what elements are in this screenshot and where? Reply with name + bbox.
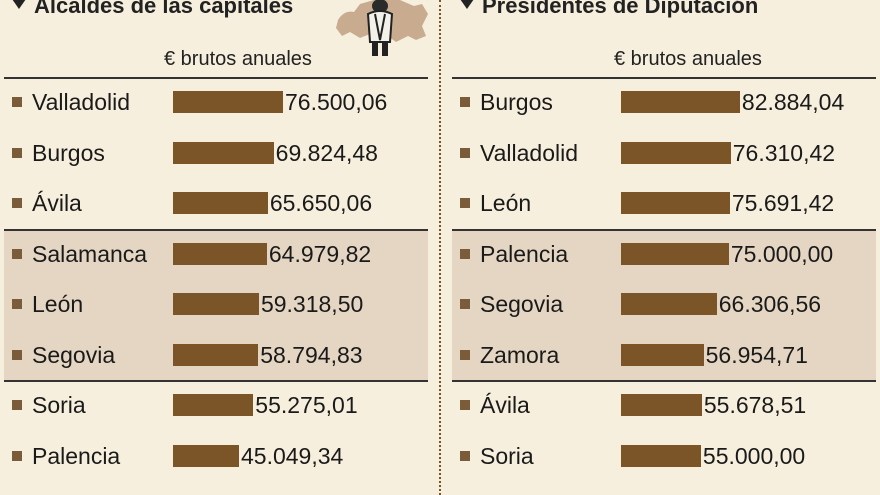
- bar-row: Palencia 75.000,00: [452, 229, 876, 279]
- group-rule: [4, 380, 428, 382]
- category-label: Ávila: [480, 392, 530, 418]
- bar-row: Zamora 56.954,71: [452, 330, 876, 380]
- bar-row: León 75.691,42: [452, 178, 876, 228]
- bar-row: Soria 55.275,01: [4, 380, 428, 430]
- bar-row: Burgos 69.824,48: [4, 128, 428, 178]
- square-bullet-icon: [12, 198, 22, 208]
- bar: [621, 91, 740, 113]
- value-label: 76.310,42: [732, 139, 836, 166]
- triangle-icon: [12, 0, 26, 9]
- category-label: Palencia: [32, 442, 121, 469]
- bar: [621, 343, 704, 366]
- chart-title: Alcaldes de las capitales: [12, 0, 293, 21]
- group-rule: [452, 380, 876, 382]
- square-bullet-icon: [460, 147, 470, 158]
- category-label: Zamora: [480, 341, 560, 368]
- square-bullet-icon: [12, 147, 22, 158]
- units-label: € brutos anuales: [614, 48, 762, 70]
- value-label: 45.049,34: [241, 442, 344, 469]
- units-label: € brutos anuales: [164, 48, 312, 70]
- value-label: 58.794,83: [260, 341, 363, 368]
- bar: [621, 141, 731, 164]
- square-bullet-icon: [12, 349, 22, 360]
- square-bullet-icon: [460, 248, 470, 259]
- value-label: 55.000,00: [702, 442, 806, 469]
- category-label: Burgos: [32, 139, 105, 166]
- category-label: Valladolid: [32, 89, 131, 115]
- bar-row: Burgos 82.884,04: [452, 77, 876, 127]
- value-label: 59.318,50: [260, 291, 364, 317]
- bar: [621, 293, 717, 315]
- square-bullet-icon: [12, 400, 22, 410]
- category-label: Ávila: [32, 190, 82, 216]
- category-label: Salamanca: [32, 240, 148, 267]
- bar: [173, 141, 274, 164]
- value-label: 55.678,51: [703, 392, 807, 418]
- map-figure-illustration: [336, 0, 428, 56]
- bar: [621, 444, 701, 467]
- square-bullet-icon: [12, 299, 22, 309]
- value-label: 75.000,00: [730, 240, 834, 267]
- group-rule: [4, 228, 428, 231]
- bar: [173, 394, 254, 416]
- group-rule: [452, 228, 876, 231]
- bar-row: Ávila 65.650,06: [4, 178, 428, 228]
- value-label: 65.650,06: [269, 190, 373, 216]
- square-bullet-icon: [460, 97, 470, 107]
- square-bullet-icon: [460, 299, 470, 309]
- value-label: 64.979,82: [268, 240, 372, 267]
- square-bullet-icon: [12, 97, 22, 107]
- category-label: Soria: [480, 442, 534, 469]
- category-label: Palencia: [480, 240, 569, 267]
- bar-row: Soria 55.000,00: [452, 431, 876, 481]
- bar-row: Ávila 55.678,51: [452, 380, 876, 430]
- panel-divider: [439, 0, 441, 495]
- chart-title-text: Presidentes de Diputación: [482, 0, 759, 18]
- value-label: 76.500,06: [285, 89, 388, 115]
- bar: [173, 242, 267, 265]
- category-label: Soria: [32, 392, 86, 418]
- value-label: 66.306,56: [718, 291, 822, 317]
- square-bullet-icon: [12, 248, 22, 259]
- bar-row: Segovia 58.794,83: [4, 330, 428, 380]
- bar: [621, 242, 729, 265]
- group-rule: [452, 77, 876, 79]
- square-bullet-icon: [460, 198, 470, 208]
- square-bullet-icon: [460, 450, 470, 461]
- square-bullet-icon: [460, 400, 470, 410]
- category-label: Segovia: [32, 341, 116, 368]
- chart-alcaldes: Alcaldes de las capitales € brutos anual…: [4, 0, 428, 495]
- bar: [173, 293, 259, 315]
- triangle-icon: [460, 0, 474, 9]
- chart-title: Presidentes de Diputación: [460, 0, 758, 21]
- bar: [173, 343, 259, 366]
- bar: [173, 444, 239, 467]
- category-label: Segovia: [480, 291, 564, 317]
- bar-row: Salamanca 64.979,82: [4, 229, 428, 279]
- square-bullet-icon: [460, 349, 470, 360]
- value-label: 56.954,71: [705, 341, 808, 368]
- category-label: Burgos: [480, 89, 553, 115]
- category-label: León: [32, 291, 84, 317]
- value-label: 69.824,48: [275, 139, 378, 166]
- square-bullet-icon: [12, 450, 22, 461]
- category-label: León: [480, 190, 532, 216]
- chart-title-text: Alcaldes de las capitales: [34, 0, 294, 18]
- bar: [621, 394, 702, 416]
- bar-row: Valladolid 76.500,06: [4, 77, 428, 127]
- bar: [173, 192, 268, 214]
- bar: [621, 192, 730, 214]
- value-label: 55.275,01: [255, 392, 358, 418]
- chart-presidentes: Presidentes de Diputación € brutos anual…: [452, 0, 876, 495]
- bar-row: Segovia 66.306,56: [452, 279, 876, 329]
- bar-row: Palencia 45.049,34: [4, 431, 428, 481]
- group-rule: [4, 77, 428, 79]
- value-label: 82.884,04: [741, 89, 845, 115]
- value-label: 75.691,42: [731, 190, 835, 216]
- bar-row: León 59.318,50: [4, 279, 428, 329]
- bar: [173, 91, 283, 113]
- bar-row: Valladolid 76.310,42: [452, 128, 876, 178]
- category-label: Valladolid: [480, 139, 579, 166]
